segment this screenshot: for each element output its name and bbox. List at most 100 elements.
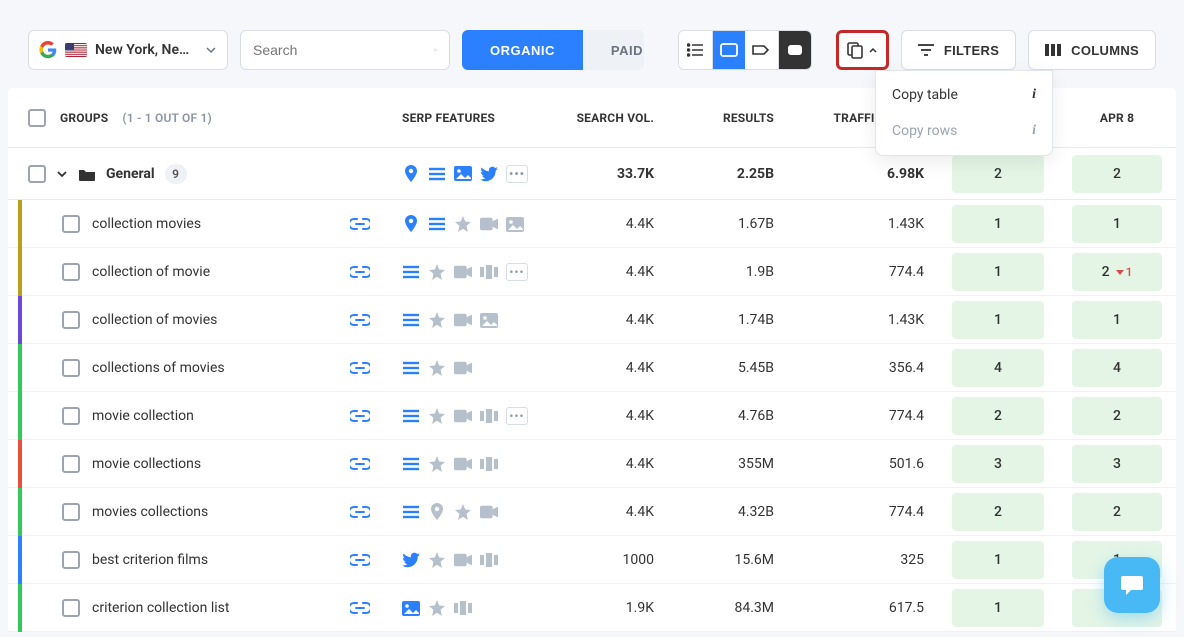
location-select[interactable]: New York, New … [28,30,228,70]
rank-cell: 2 1 [1072,253,1162,291]
serp-star-icon [428,407,446,425]
table-row[interactable]: best criterion films 1000 15.6M 325 1 1 [8,536,1176,584]
serp-lines-icon [428,165,446,183]
serp-video-icon [454,455,472,473]
serp-lines-icon [402,359,420,377]
row-checkbox[interactable] [62,551,80,569]
row-color-bar [18,344,22,392]
serp-more-icon[interactable]: ••• [506,407,528,425]
row-checkbox[interactable] [62,599,80,617]
rank-cell: 2 [952,493,1044,531]
info-icon[interactable]: i [1032,87,1036,103]
link-icon[interactable] [350,218,370,230]
serp-features [388,551,540,569]
search-box[interactable] [240,30,450,70]
list-icon [687,43,703,57]
table-row[interactable]: collection of movie ••• 4.4K 1.9B 774.4 … [8,248,1176,296]
rank-cell: 4 [952,349,1044,387]
rank-cell: 4 [1072,349,1162,387]
row-color-bar [18,536,22,584]
select-all-checkbox[interactable] [28,109,46,127]
location-text: New York, New … [95,42,197,58]
traffic-forecast: 356.4 [788,360,938,376]
table-row[interactable]: movie collections 4.4K 355M 501.6 3 3 [8,440,1176,488]
serp-cards-icon [454,599,472,617]
groups-header: GROUPS [60,111,108,125]
columns-label: COLUMNS [1071,43,1139,58]
table-row[interactable]: collection movies 4.4K 1.67B 1.43K 1 1 [8,200,1176,248]
row-checkbox[interactable] [62,215,80,233]
filters-button[interactable]: FILTERS [901,30,1016,70]
copy-button[interactable] [836,30,889,70]
table-row[interactable]: movie collection ••• 4.4K 4.76B 774.4 2 … [8,392,1176,440]
copy-rows-label: Copy rows [892,123,957,139]
chat-fab[interactable] [1104,557,1160,613]
search-volume: 1000 [540,552,668,568]
view-tag-button[interactable] [745,31,778,69]
traffic-forecast: 501.6 [788,456,938,472]
link-icon[interactable] [350,266,370,278]
link-icon[interactable] [350,410,370,422]
link-icon[interactable] [350,554,370,566]
table-row[interactable]: collection of movies 4.4K 1.74B 1.43K 1 … [8,296,1176,344]
serp-twitter-icon [480,165,498,183]
chevron-down-icon[interactable] [56,168,68,180]
serp-cards-icon [480,407,498,425]
rank2-header: APR 8 [1058,111,1176,125]
row-checkbox[interactable] [62,359,80,377]
table-row[interactable]: collections of movies 4.4K 5.45B 356.4 4… [8,344,1176,392]
search-volume: 4.4K [540,504,668,520]
google-icon [39,41,57,59]
view-list-button[interactable] [679,31,712,69]
keyword-name: movie collections [92,456,338,472]
link-icon[interactable] [350,458,370,470]
paid-tab[interactable]: PAID [583,30,644,70]
table-row[interactable]: movies collections 4.4K 4.32B 774.4 2 2 [8,488,1176,536]
search-input[interactable] [253,42,434,58]
serp-features [388,455,540,473]
columns-button[interactable]: COLUMNS [1028,30,1156,70]
serp-more-icon[interactable]: ••• [506,165,528,183]
rank-delta: 1 [1116,265,1133,279]
results-count: 4.32B [668,504,788,520]
row-checkbox[interactable] [62,503,80,521]
row-checkbox[interactable] [62,407,80,425]
link-icon[interactable] [350,362,370,374]
table-row[interactable]: criterion collection list 1.9K 84.3M 617… [8,584,1176,632]
copy-menu: Copy table i Copy rows i [875,70,1053,156]
serp-pin-icon [402,215,420,233]
search-volume: 4.4K [540,312,668,328]
link-icon[interactable] [350,314,370,326]
results-count: 84.3M [668,600,788,616]
organic-paid-segment: ORGANIC PAID [462,30,644,70]
row-checkbox[interactable] [62,263,80,281]
link-icon[interactable] [350,602,370,614]
info-icon[interactable]: i [1032,123,1036,139]
copy-rows-item: Copy rows i [876,113,1052,149]
us-flag-icon [65,43,87,57]
tag-icon [752,43,770,57]
view-compact-button[interactable] [778,31,811,69]
traffic-forecast: 1.43K [788,312,938,328]
row-checkbox[interactable] [62,311,80,329]
chevron-up-icon [868,45,878,55]
filter-icon [918,43,934,57]
organic-tab[interactable]: ORGANIC [462,30,583,70]
view-card-button[interactable] [712,31,745,69]
compact-icon [787,44,803,56]
results-count: 1.67B [668,216,788,232]
group-name: General [106,166,155,182]
copy-table-item[interactable]: Copy table i [876,77,1052,113]
link-icon[interactable] [350,506,370,518]
traffic-forecast: 774.4 [788,408,938,424]
row-color-bar [18,296,22,344]
serp-features [388,503,540,521]
serp-video-icon [454,263,472,281]
group-checkbox[interactable] [28,165,46,183]
rank-cell: 3 [952,445,1044,483]
serp-more-icon[interactable]: ••• [506,263,528,281]
row-checkbox[interactable] [62,455,80,473]
search-volume: 4.4K [540,360,668,376]
serp-star-icon [428,263,446,281]
row-color-bar [18,584,22,632]
